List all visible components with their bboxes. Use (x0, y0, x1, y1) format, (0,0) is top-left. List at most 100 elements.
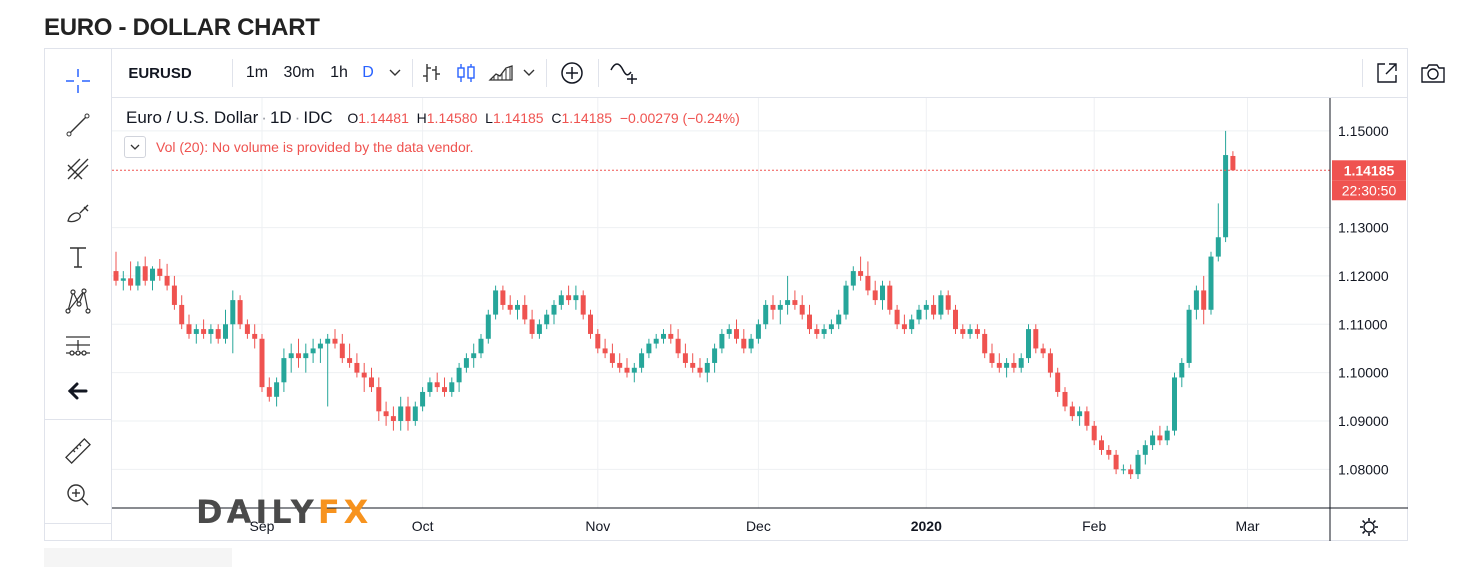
brush-icon[interactable] (60, 195, 96, 231)
candle-body (858, 271, 864, 276)
candle-body (755, 324, 761, 339)
drawing-toolbar (45, 49, 112, 540)
candle-body (624, 367, 630, 373)
text-icon[interactable] (60, 239, 96, 275)
top-toolbar: EURUSD 1m 30m 1h D (112, 49, 1445, 98)
interval-1h-button[interactable]: 1h (330, 64, 348, 81)
candle-body (682, 353, 688, 363)
legend-source: IDC (303, 108, 333, 127)
candle-body (230, 300, 236, 325)
candle-body (690, 362, 696, 368)
candle-body (617, 362, 623, 368)
candle-body (1069, 406, 1075, 417)
candle-body (763, 304, 769, 325)
chart-pane[interactable]: 1.08000 1.09000 1.10000 1.11000 1.12000 1.130… (112, 98, 1408, 541)
last-price-tag-value: 1.14185 (1344, 162, 1395, 178)
candle-body (244, 324, 250, 334)
candle-body (894, 309, 900, 325)
candle-body (332, 338, 338, 344)
candle-body (1164, 430, 1170, 441)
trend-line-icon[interactable] (60, 107, 96, 143)
time-tick-label: Feb (1082, 518, 1106, 534)
legend-symbol-name: Euro / U.S. Dollar (126, 108, 259, 127)
add-compare-icon[interactable] (552, 49, 592, 97)
area-style-icon[interactable] (486, 49, 516, 97)
symbol-search-button[interactable]: EURUSD (128, 64, 192, 82)
fullscreen-icon[interactable] (1368, 49, 1406, 97)
candle-body (588, 314, 593, 334)
price-chart[interactable]: 1.08000 1.09000 1.10000 1.11000 1.12000 1.130… (112, 98, 1408, 541)
candle-body (551, 304, 557, 315)
candle-body (1055, 372, 1061, 392)
chevron-down-icon (130, 144, 140, 150)
collapse-legend-button[interactable] (124, 136, 146, 158)
candle-body (916, 309, 922, 320)
candle-body (1215, 237, 1221, 257)
crosshair-icon[interactable] (60, 63, 96, 99)
candle-body (515, 304, 520, 310)
candle-body (931, 304, 937, 315)
camera-icon[interactable] (1414, 49, 1452, 97)
candle-body (1084, 411, 1090, 426)
candle-body (215, 329, 221, 339)
dailyfx-logo: DAILYFX (196, 493, 372, 531)
candles-style-icon[interactable] (452, 49, 480, 97)
ruler-icon[interactable] (60, 433, 96, 469)
candle-body (1179, 362, 1185, 378)
toolbar-divider (1362, 59, 1363, 87)
candle-body (712, 348, 718, 363)
page-title: EURO - DOLLAR CHART (44, 14, 320, 41)
bars-style-icon[interactable] (418, 49, 446, 97)
pitchfork-icon[interactable] (60, 151, 96, 187)
candle-body (354, 362, 360, 373)
candle-body (369, 377, 374, 388)
arrow-left-icon[interactable] (60, 373, 96, 409)
candle-body (1099, 440, 1104, 450)
close-label: C (551, 110, 562, 126)
time-tick-label: Mar (1235, 518, 1259, 534)
chevron-down-icon[interactable] (520, 49, 538, 97)
candle-body (456, 367, 462, 383)
legend-ohlc: O1.14481 H1.14580 L1.14185 C1.14185 −0.0… (347, 110, 739, 126)
candle-body (478, 338, 484, 354)
interval-d-button[interactable]: D (362, 64, 374, 81)
interval-1m-button[interactable]: 1m (245, 64, 269, 81)
candle-body (544, 314, 550, 325)
candle-body (872, 290, 878, 301)
interval-30m-button[interactable]: 30m (283, 64, 315, 81)
candle-body (675, 338, 681, 354)
candle-body (653, 338, 659, 344)
candle-body (303, 353, 309, 359)
candle-body (741, 338, 747, 349)
candle-body (434, 382, 440, 388)
candle-body (442, 387, 447, 392)
zoom-in-icon[interactable] (60, 477, 96, 513)
candle-body (865, 275, 871, 291)
indicators-icon[interactable] (604, 49, 644, 97)
candle-body (595, 333, 601, 349)
settings-gear-icon[interactable] (1360, 518, 1378, 536)
chevron-down-icon[interactable] (386, 49, 404, 97)
candle-body (697, 367, 703, 373)
toolbar-divider (412, 59, 413, 87)
candle-body (602, 348, 608, 354)
candle-body (405, 406, 411, 421)
candle-body (507, 304, 513, 310)
candle-body (361, 372, 367, 378)
price-tick-label: 1.15000 (1338, 123, 1389, 139)
candle-body (171, 285, 177, 305)
candle-body (1091, 425, 1097, 441)
countdown-tag-value: 22:30:50 (1342, 182, 1397, 198)
candle-body (339, 343, 345, 359)
candle-body (982, 333, 988, 354)
time-tick-label: Sep (250, 518, 275, 534)
candle-body (734, 329, 739, 339)
pattern-icon[interactable] (60, 283, 96, 319)
candle-body (522, 304, 528, 320)
candle-body (1106, 449, 1112, 455)
candle-body (113, 271, 119, 281)
candle-body (1142, 445, 1148, 455)
candle-body (573, 295, 579, 301)
measure-icon[interactable] (60, 327, 96, 363)
candle-body (1201, 290, 1207, 310)
